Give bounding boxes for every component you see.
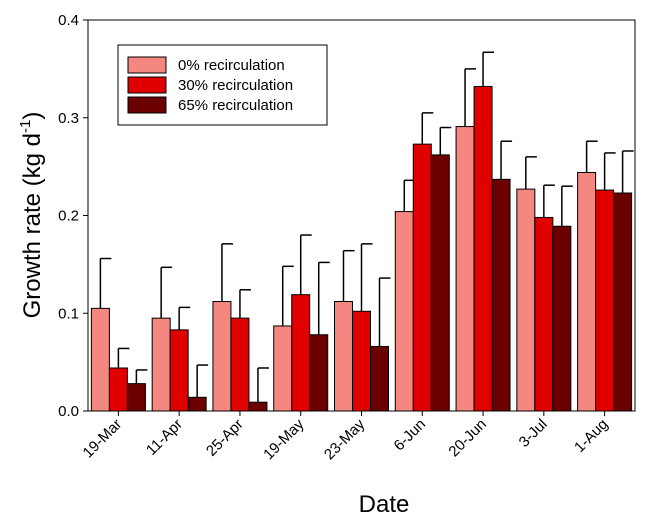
bar bbox=[248, 401, 268, 412]
bar bbox=[613, 192, 633, 412]
legend-label: 0% recirculation bbox=[178, 57, 285, 74]
plot-frame bbox=[87, 19, 636, 412]
legend-swatch bbox=[127, 56, 167, 74]
y-tick-label: 0.3 bbox=[58, 110, 79, 127]
y-tick-label: 0.2 bbox=[58, 208, 79, 225]
bar bbox=[394, 211, 414, 412]
bar bbox=[595, 189, 615, 412]
bar bbox=[273, 325, 293, 412]
bar bbox=[430, 154, 450, 412]
x-tick-label: 3-Jul bbox=[516, 416, 551, 451]
bar bbox=[516, 188, 536, 412]
y-axis-label: Growth rate (kg d-1) bbox=[17, 112, 46, 319]
x-tick-label: 19-May bbox=[260, 415, 308, 463]
bar bbox=[151, 317, 171, 412]
legend-label: 65% recirculation bbox=[178, 97, 293, 114]
bar bbox=[90, 307, 110, 412]
bar bbox=[491, 178, 511, 412]
bar bbox=[291, 294, 311, 412]
bar bbox=[230, 317, 250, 412]
legend-label: 30% recirculation bbox=[178, 77, 293, 94]
bar bbox=[108, 367, 128, 412]
x-tick-label: 6-Jun bbox=[391, 416, 430, 455]
bar bbox=[370, 345, 389, 412]
bar bbox=[412, 143, 432, 412]
bar bbox=[352, 310, 371, 412]
bar bbox=[309, 334, 329, 412]
x-tick-label: 20-Jun bbox=[445, 416, 489, 460]
bar bbox=[126, 383, 146, 412]
bar bbox=[577, 171, 597, 412]
bar bbox=[552, 225, 572, 412]
bar bbox=[169, 329, 189, 412]
x-tick-label: 1-Aug bbox=[571, 416, 611, 456]
x-tick-label: 23-May bbox=[321, 415, 369, 463]
legend-swatch bbox=[127, 96, 167, 114]
y-tick-label: 0.0 bbox=[58, 403, 79, 420]
bar bbox=[455, 126, 475, 412]
y-tick-label: 0.1 bbox=[58, 305, 79, 322]
x-axis-label: Date bbox=[359, 491, 410, 518]
y-tick-label: 0.4 bbox=[58, 12, 79, 29]
legend-swatch bbox=[127, 76, 167, 94]
x-tick-label: 11-Apr bbox=[143, 416, 186, 459]
bar bbox=[187, 396, 207, 412]
x-tick-label: 19-Mar bbox=[80, 416, 126, 462]
x-tick-label: 25-Apr bbox=[203, 416, 247, 460]
bar bbox=[334, 301, 353, 412]
bar bbox=[473, 85, 493, 412]
bar bbox=[212, 301, 232, 412]
bar bbox=[534, 216, 554, 412]
